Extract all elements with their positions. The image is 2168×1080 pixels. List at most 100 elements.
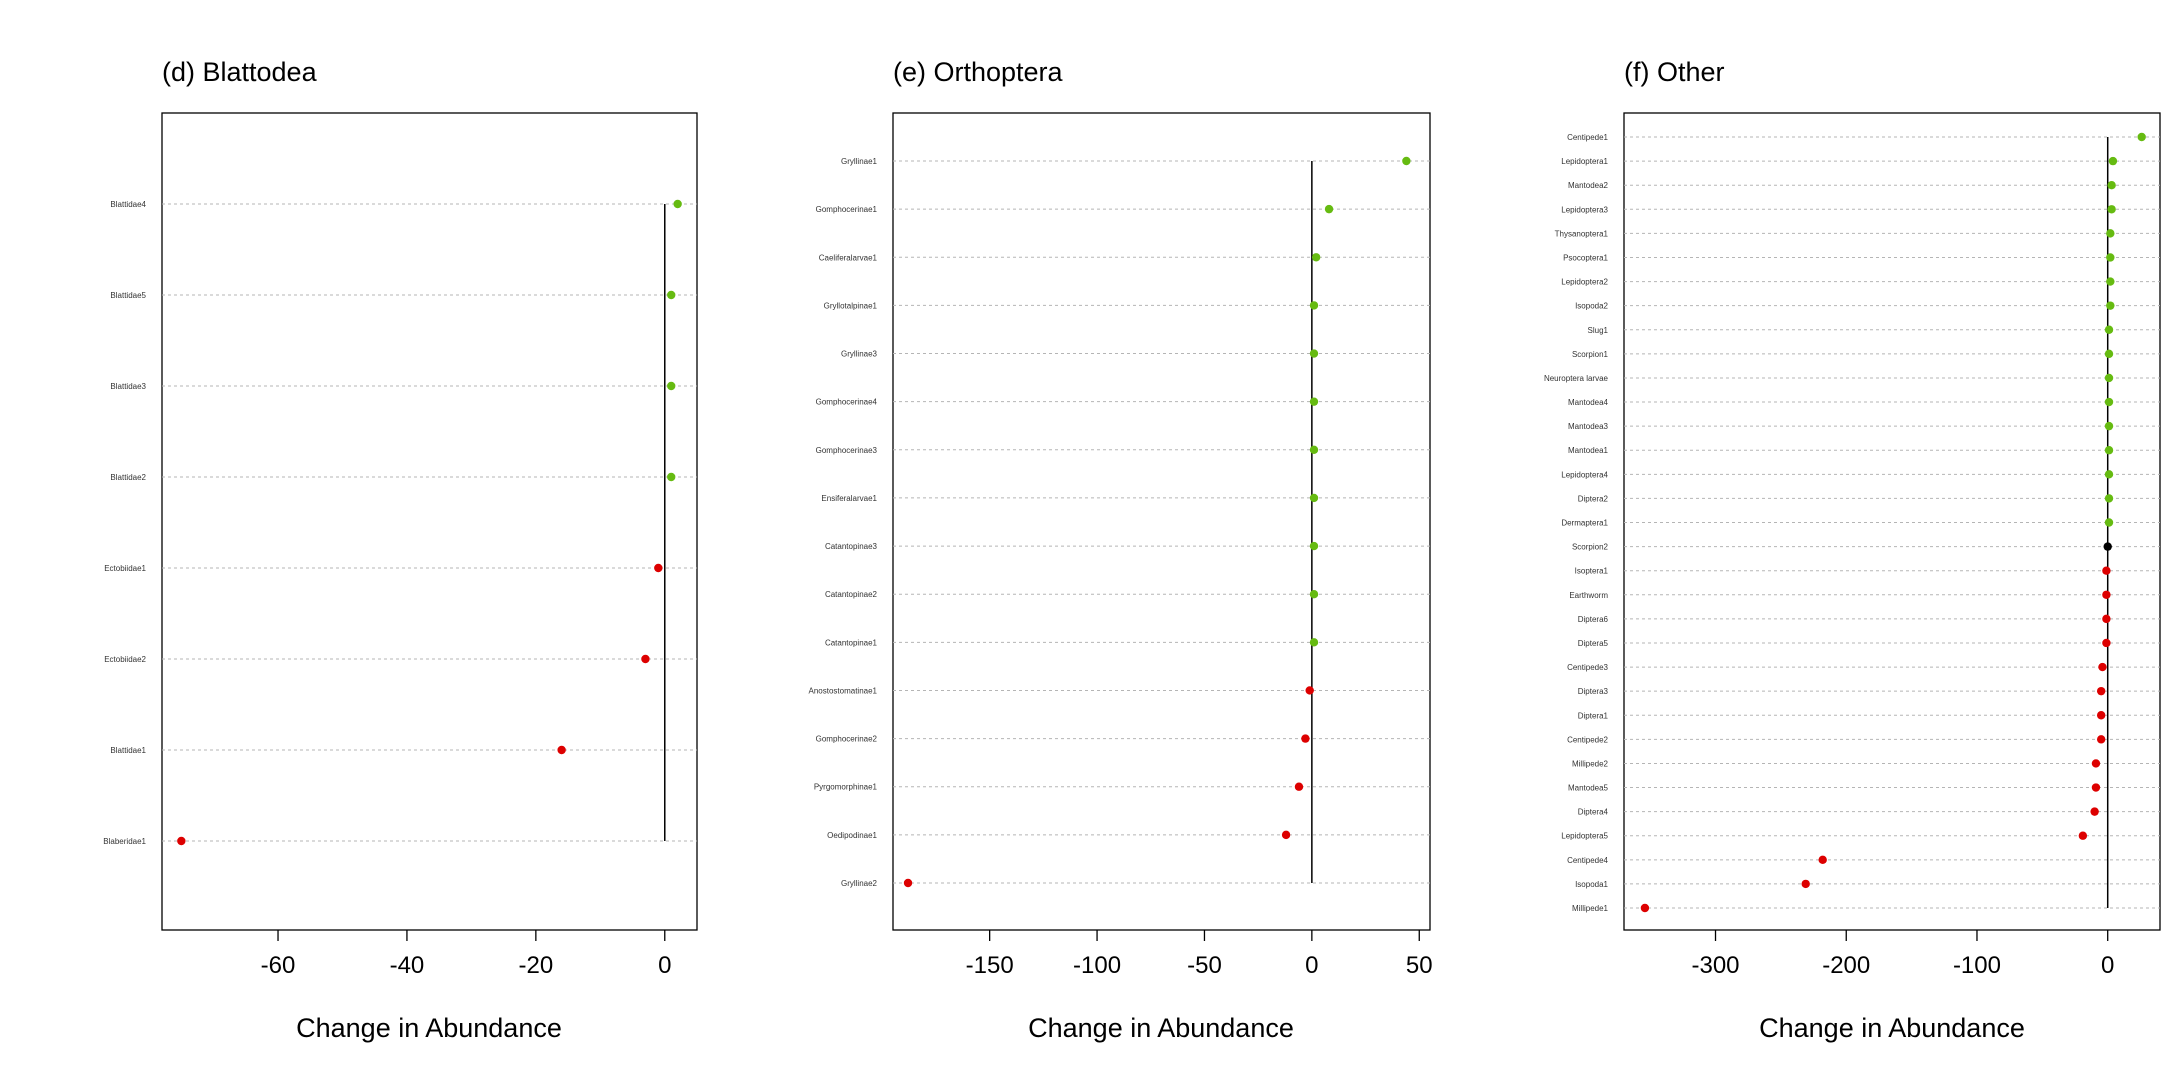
- data-point: [1309, 445, 1319, 454]
- category-label: Ensiferalarvae1: [821, 494, 877, 503]
- category-label: Catantopinae1: [825, 638, 878, 647]
- category-label: Mantodea4: [1568, 398, 1609, 407]
- data-point: [1309, 493, 1319, 503]
- gridlines: [162, 203, 697, 842]
- category-label: Lepidoptera3: [1561, 205, 1608, 214]
- category-label: Blaberidae1: [103, 837, 146, 846]
- x-tick-label: 0: [658, 952, 671, 979]
- category-label: Lepidoptera4: [1561, 470, 1608, 479]
- data-point: [1309, 638, 1319, 647]
- category-label: Gryllinae3: [841, 350, 878, 359]
- category-labels: Gryllinae1 Gomphocerinae1 Caeliferalarvae1…: [809, 157, 878, 888]
- data-point: [667, 381, 676, 391]
- data-point: [2096, 686, 2106, 696]
- category-label: Caeliferalarvae1: [819, 253, 878, 262]
- x-tick-label: -20: [519, 952, 554, 979]
- x-axis-ticks: -150 -100 -50 0 50: [966, 930, 1433, 979]
- data-point: [2104, 373, 2114, 383]
- category-label: Blattidae5: [110, 291, 146, 300]
- data-point: [2104, 470, 2114, 479]
- gridlines: [893, 160, 1430, 884]
- panel-blattodea: (d) Blattodea Change in Abundance Blatti…: [103, 57, 698, 1043]
- data-point: [2103, 542, 2112, 551]
- category-label: Diptera5: [1578, 639, 1609, 648]
- data-point: [2106, 229, 2115, 238]
- data-point: [2106, 277, 2115, 286]
- plot-frame: [1623, 112, 2161, 931]
- x-axis-ticks: -300 -200 -100 0: [1691, 930, 2114, 979]
- data-point: [177, 836, 186, 846]
- category-label: Isoptera1: [1575, 567, 1609, 576]
- data-point: [2106, 253, 2115, 262]
- data-point: [673, 199, 682, 209]
- category-label: Ectobiidae1: [104, 564, 146, 573]
- category-label: Diptera4: [1578, 808, 1609, 817]
- category-label: Mantodea1: [1568, 446, 1609, 455]
- category-label: Diptera1: [1578, 711, 1609, 720]
- category-label: Lepidoptera2: [1561, 278, 1608, 287]
- data-point: [2096, 735, 2106, 744]
- category-label: Gryllotalpinae1: [824, 301, 878, 310]
- category-label: Thysanoptera1: [1555, 229, 1609, 238]
- data-point: [1801, 879, 1810, 889]
- data-point: [1640, 903, 1650, 913]
- category-label: Pyrgomorphinae1: [814, 783, 878, 792]
- x-tick-label: -300: [1691, 952, 1739, 979]
- x-tick-label: -50: [1187, 952, 1222, 979]
- data-point: [1281, 830, 1291, 840]
- data-point: [903, 878, 913, 888]
- data-point: [2107, 205, 2116, 214]
- category-label: Dermaptera1: [1561, 519, 1608, 528]
- x-axis-label: Change in Abundance: [1028, 1013, 1294, 1043]
- data-point: [2091, 783, 2101, 792]
- category-label: Lepidoptera5: [1561, 832, 1608, 841]
- data-point: [1309, 590, 1319, 599]
- category-labels: Centipede1 Lepidoptera1 Mantodea2 Lepidopte…: [1544, 133, 1609, 913]
- data-point: [1301, 734, 1310, 743]
- category-label: Diptera6: [1578, 615, 1609, 624]
- x-tick-label: 0: [1305, 952, 1318, 979]
- category-label: Oedipodinae1: [827, 831, 877, 840]
- panel-orthoptera: (e) Orthoptera Change in Abundance Gryll…: [809, 57, 1433, 1043]
- data-point: [1309, 397, 1319, 406]
- category-label: Isopoda2: [1575, 302, 1608, 311]
- data-points: [1640, 132, 2146, 913]
- category-label: Diptera2: [1578, 494, 1609, 503]
- category-label: Slug1: [1588, 326, 1609, 335]
- category-label: Lepidoptera1: [1561, 157, 1608, 166]
- x-tick-label: 0: [2101, 952, 2114, 979]
- data-point: [1309, 301, 1319, 310]
- category-label: Centipede1: [1567, 133, 1608, 142]
- data-points: [903, 156, 1411, 888]
- data-point: [2108, 156, 2118, 166]
- data-point: [1818, 855, 1827, 865]
- category-label: Gomphocerinae2: [816, 735, 878, 744]
- data-point: [2107, 180, 2116, 190]
- x-axis-label: Change in Abundance: [1759, 1013, 2025, 1043]
- category-label: Millipede1: [1572, 904, 1609, 913]
- data-point: [2104, 421, 2114, 431]
- category-label: Blattidae1: [110, 746, 146, 755]
- panel-title: (f) Other: [1624, 57, 1725, 87]
- category-label: Mantodea5: [1568, 784, 1609, 793]
- category-label: Centipede2: [1567, 735, 1608, 744]
- category-label: Scorpion2: [1572, 543, 1609, 552]
- category-label: Catantopinae2: [825, 590, 878, 599]
- x-tick-label: -100: [1073, 952, 1121, 979]
- category-label: Centipede4: [1567, 856, 1608, 865]
- data-point: [2078, 831, 2088, 840]
- data-point: [1294, 782, 1304, 791]
- data-point: [2104, 325, 2114, 334]
- category-labels: Blattidae4 Blattidae5 Blattidae3 Blattidae2…: [103, 200, 146, 846]
- category-label: Mantodea2: [1568, 181, 1609, 190]
- data-point: [667, 290, 676, 300]
- data-point: [2102, 638, 2111, 648]
- plot-frame: [892, 112, 1431, 931]
- data-point: [1305, 686, 1314, 695]
- x-tick-label: 50: [1406, 952, 1433, 979]
- category-label: Scorpion1: [1572, 350, 1609, 359]
- category-label: Isopoda1: [1575, 880, 1608, 889]
- data-point: [667, 472, 676, 482]
- data-point: [641, 654, 650, 664]
